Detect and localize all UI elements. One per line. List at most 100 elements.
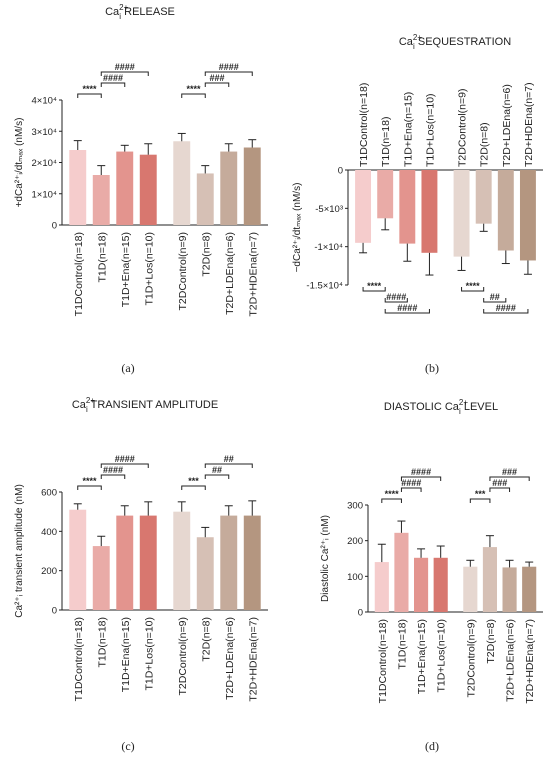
bar-5 [482, 547, 498, 612]
category-label: T1D(n=18) [96, 617, 108, 667]
category-label: T2DControl(n=9) [457, 89, 469, 168]
y-tick-label: 3×10⁴ [32, 127, 57, 138]
y-tick-label: 300 [347, 501, 363, 512]
significance-label: **** [186, 84, 201, 94]
bar-1 [377, 170, 394, 219]
bar-6 [220, 151, 238, 225]
title-main: DIASTOLIC Ca [384, 401, 460, 413]
y-axis-label: +dCa²⁺ᵢ/dtₘₐₓ (nM/s) [14, 118, 25, 208]
significance-label: #### [103, 465, 123, 475]
title-main: Ca [105, 6, 120, 18]
category-label: T2D+LDEna(n=6) [224, 617, 236, 700]
category-label: T2D+LDEna(n=6) [505, 619, 517, 702]
significance-bracket [384, 298, 408, 303]
chart-title: Ca2+ i RELEASE [105, 3, 175, 21]
category-label: T2D(n=8) [200, 232, 212, 277]
significance-label: **** [82, 476, 97, 486]
significance-label: ## [224, 454, 234, 464]
y-axis-label: Diastolic Ca²⁺ᵢ (nM) [320, 515, 331, 602]
significance-label: #### [115, 454, 135, 464]
bar-2 [399, 170, 416, 244]
chart-title: Ca2+ i TRANSIENT AMPLITUDE [72, 396, 218, 414]
y-tick-label: 100 [347, 572, 363, 583]
y-axis-label: Ca²⁺ᵢ transient amplitude (nM) [14, 484, 25, 618]
title-main: Ca [72, 399, 87, 411]
significance-label: ### [502, 467, 517, 477]
category-label: T1D(n=18) [96, 232, 108, 282]
panel-label: (d) [425, 739, 439, 753]
significance-bracket [483, 298, 507, 303]
bar-7 [519, 170, 536, 261]
bar-5 [196, 537, 214, 610]
significance-bracket [100, 71, 149, 76]
significance-bracket [461, 287, 485, 292]
significance-label: #### [386, 292, 406, 302]
category-label: T2D+HDEna(n=7) [524, 619, 536, 704]
significance-label: *** [188, 476, 199, 486]
significance-bracket [100, 474, 126, 479]
panel-label: (b) [425, 361, 439, 375]
significance-label: **** [367, 281, 382, 291]
significance-label: **** [82, 84, 97, 94]
bar-0 [69, 509, 87, 610]
category-label: T2DControl(n=9) [177, 232, 189, 311]
significance-label: ### [209, 73, 224, 83]
panel-label: (c) [121, 739, 134, 753]
significance-bracket [400, 476, 442, 481]
bar-6 [497, 170, 514, 251]
chart-title: Ca2+ i SEQUESTRATION [399, 33, 511, 51]
y-tick-label: 0 [358, 608, 363, 619]
bar-7 [243, 515, 261, 610]
significance-bracket [100, 463, 149, 468]
y-axis-label: −dCa²⁺ᵢ/dtₘₐₓ (nM/s) [292, 183, 303, 273]
category-label: T1DControl(n=18) [73, 617, 85, 701]
significance-bracket [77, 93, 102, 98]
y-tick-label: 600 [41, 488, 57, 499]
significance-bracket [469, 498, 491, 503]
bar-0 [355, 170, 372, 243]
significance-bracket [77, 485, 102, 490]
title-sub: i [459, 407, 461, 416]
bar-1 [92, 175, 110, 225]
bar-7 [522, 566, 537, 612]
significance-label: #### [219, 62, 239, 72]
y-tick-label: -1.5×10⁴ [306, 281, 343, 292]
y-tick-label: 0 [338, 166, 343, 177]
y-tick-label: -1×10⁴ [314, 242, 343, 253]
title-rest: SEQUESTRATION [415, 36, 511, 48]
significance-bracket [181, 93, 206, 98]
significance-bracket [204, 82, 230, 87]
y-tick-label: 200 [41, 566, 57, 577]
category-label: T2DControl(n=9) [177, 617, 189, 696]
title-sup: 2+ [119, 3, 128, 12]
title-main: Ca [399, 36, 414, 48]
category-label: T1D+Los(n=10) [143, 232, 155, 306]
y-tick-label: 1×10⁴ [32, 189, 57, 200]
significance-bracket [362, 287, 386, 292]
category-label: T1DControl(n=18) [377, 619, 389, 703]
significance-label: #### [397, 303, 417, 313]
bar-6 [502, 567, 517, 612]
title-sub: i [413, 42, 415, 51]
bar-2 [413, 557, 429, 612]
category-label: T2D+HDEna(n=7) [247, 617, 259, 702]
category-label: T2D(n=8) [200, 617, 212, 662]
significance-bracket [400, 487, 422, 492]
title-sup: 2+ [459, 398, 468, 407]
significance-bracket [204, 474, 230, 479]
category-label: T2D(n=8) [485, 619, 497, 664]
chart-panel-a: Ca2+ i RELEASE 0 1×10⁴ 2×10⁴ 3×10⁴ 4×10⁴ +dCa²⁺… [14, 3, 268, 375]
bar-1 [394, 532, 409, 612]
significance-bracket [204, 71, 253, 76]
y-tick-label: 2×10⁴ [32, 158, 57, 169]
significance-label: #### [496, 303, 516, 313]
significance-label: ## [490, 292, 500, 302]
title-sub: i [119, 12, 121, 21]
bar-3 [433, 557, 448, 612]
chart-title: DIASTOLIC Ca2+ i LEVEL [384, 398, 498, 416]
significance-label: #### [103, 73, 123, 83]
bar-1 [92, 546, 110, 610]
title-rest: RELEASE [121, 6, 175, 18]
significance-bracket [381, 498, 402, 503]
